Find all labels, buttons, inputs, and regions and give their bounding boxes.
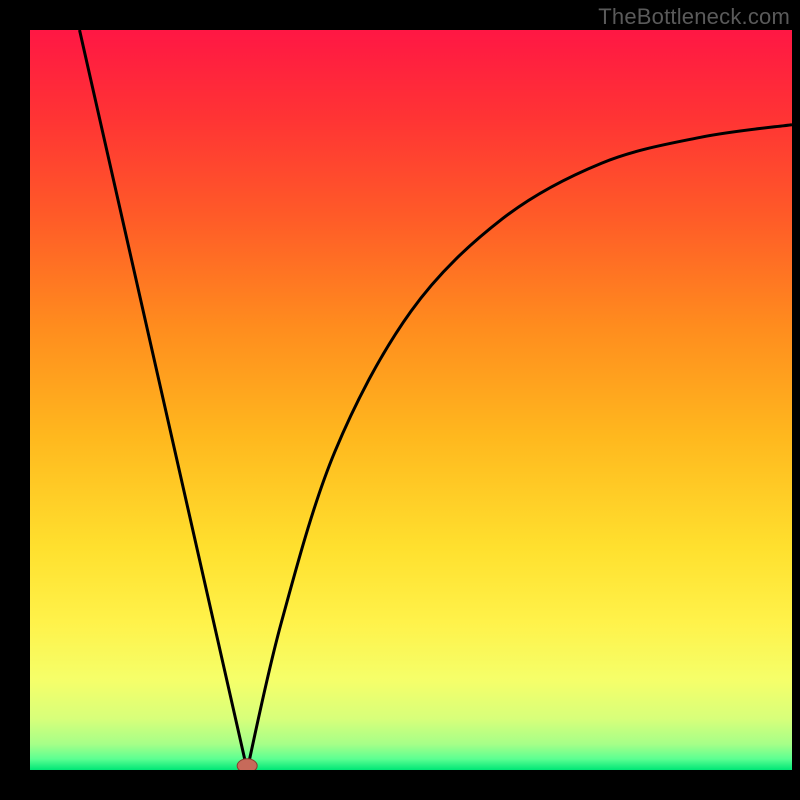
bottleneck-chart — [0, 0, 800, 800]
chart-frame: TheBottleneck.com — [0, 0, 800, 800]
optimal-point-marker — [237, 759, 257, 773]
watermark-label: TheBottleneck.com — [598, 4, 790, 30]
